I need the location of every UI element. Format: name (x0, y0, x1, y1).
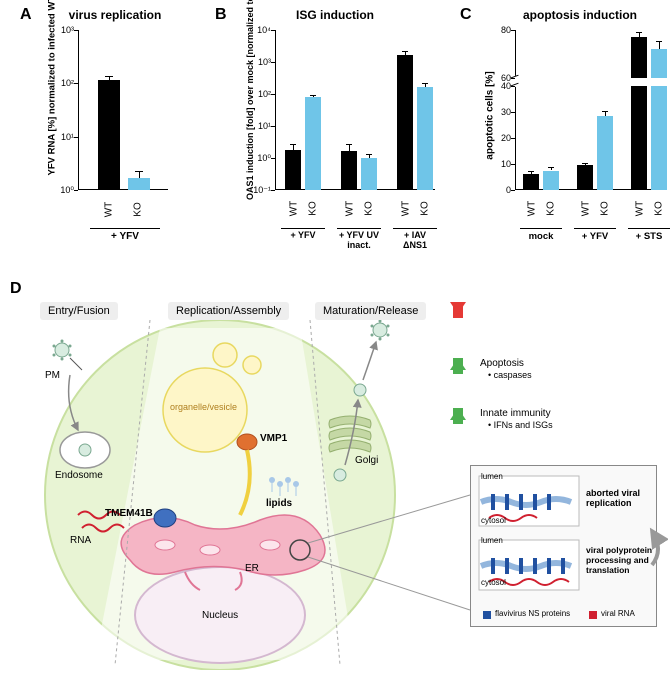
virion-endosome (79, 444, 91, 456)
tmem-shape (154, 509, 176, 527)
inset-box: lumen cytosol aborted viral replication … (470, 465, 657, 627)
panel-c-label: C (460, 6, 472, 24)
red-arrow-down (450, 302, 466, 314)
chart-a (78, 30, 168, 190)
small-vesicle1 (213, 343, 237, 367)
pm-receptor (70, 358, 82, 370)
panel-a-label: A (20, 6, 32, 24)
panel-d-label: D (10, 280, 22, 298)
release-arrow2 (363, 342, 376, 380)
nucleus-label: Nucleus (202, 610, 238, 621)
tmem-label: TMEM41B (105, 508, 153, 519)
inset-bot-cytosol: cytosol (481, 578, 506, 587)
panel-b-title: ISG induction (270, 8, 400, 22)
legend-ns-text: flavivirus NS proteins (495, 609, 570, 618)
virion-golgi (334, 469, 346, 481)
er-label: ER (245, 563, 259, 574)
virion-outside (53, 340, 72, 361)
panel-c-title: apoptosis induction (505, 8, 655, 22)
rna-label: RNA (70, 535, 91, 546)
inset-top-lumen: lumen (481, 472, 503, 481)
figure-root: A virus replication YFV RNA [%] normaliz… (0, 0, 672, 680)
panel-a-title: virus replication (55, 8, 175, 22)
inset-top-cytosol: cytosol (481, 516, 506, 525)
stage-replication: Replication/Assembly (168, 302, 289, 320)
y-axis-c-lower (515, 86, 516, 190)
lipids-label: lipids (266, 498, 292, 509)
apoptosis-bullet: • caspases (488, 370, 532, 380)
panel-b-label: B (215, 6, 227, 24)
inset-top-text: aborted viral replication (586, 488, 654, 509)
chart-a-ylabel: YFV RNA [%] normalized to infected WT ce… (47, 56, 58, 176)
vmp1-shape (237, 434, 257, 450)
y-axis-a (78, 30, 79, 190)
apoptosis-title: Apoptosis (480, 358, 524, 369)
stage-maturation: Maturation/Release (315, 302, 426, 320)
inset-cycle-arrow (648, 525, 668, 575)
er-pore2 (200, 545, 220, 555)
virion-transit (354, 384, 366, 396)
virion-released (371, 320, 390, 341)
stage-entry: Entry/Fusion (40, 302, 118, 320)
er-pore3 (260, 540, 280, 550)
inset-bot-text: viral polyprotein processing and transla… (586, 546, 654, 575)
vmp1-label: VMP1 (260, 433, 287, 444)
chart-b-ylabel: OAS1 induction [fold] over mock [normali… (245, 30, 255, 200)
legend-rna-swatch (589, 611, 597, 619)
small-vesicle2 (243, 356, 261, 374)
legend-ns-swatch (483, 611, 491, 619)
x-axis-a (78, 189, 168, 190)
y-axis-c-upper (515, 30, 516, 78)
panel-d-diagram: Entry/Fusion Replication/Assembly Matura… (10, 300, 662, 670)
innate-title: Innate immunity (480, 408, 551, 419)
er-pore1 (155, 540, 175, 550)
golgi-label: Golgi (355, 455, 378, 466)
pm-label: PM (45, 370, 60, 381)
endosome-label: Endosome (55, 470, 103, 481)
chart-a-group: + YFV (90, 228, 160, 242)
legend-rna-text: viral RNA (601, 609, 635, 618)
y-axis-b (275, 30, 276, 190)
inset-bot-lumen: lumen (481, 536, 503, 545)
organelle-label: organelle/vesicle (170, 402, 237, 412)
innate-bullet: • IFNs and ISGs (488, 420, 553, 430)
